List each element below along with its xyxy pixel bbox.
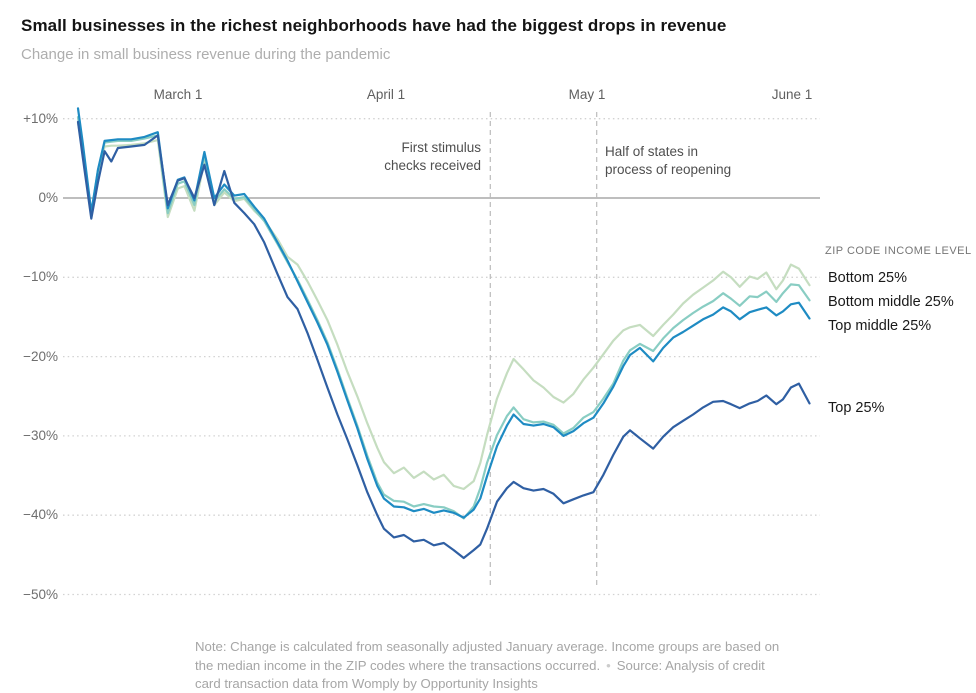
annotation-line: First stimulus [401,140,481,155]
page-title: Small businesses in the richest neighbor… [21,16,727,35]
annotation-states-reopening: Half of states in process of reopening [605,143,731,179]
series-line-bottom-25- [76,121,811,491]
y-axis-label: 0% [38,190,58,205]
x-axis-label: May 1 [568,87,606,102]
y-axis-label: +10% [23,111,58,126]
series-line-top-25- [76,120,811,560]
y-axis-label: −50% [23,587,58,602]
y-axis-label: −30% [23,428,58,443]
x-axis-label: March 1 [153,87,203,102]
note-separator-bullet: • [606,657,611,673]
source-text: Source: Analysis of credit card transact… [195,657,765,692]
note-text: Note: Change is calculated from seasonal… [195,639,780,673]
footnote: Note: Change is calculated from seasonal… [195,638,787,693]
y-axis-label: −40% [23,507,58,522]
annotation-line: Half of states in [605,144,699,159]
series-line-bottom-middle-25- [76,115,811,520]
y-axis-label: −10% [23,269,58,284]
legend-item-top-middle-25: Top middle 25% [828,318,932,334]
page-subtitle: Change in small business revenue during … [21,46,391,63]
annotation-line: checks received [384,158,481,173]
legend-item-top-25: Top 25% [828,400,885,416]
annotation-first-stimulus: First stimulus checks received [384,139,481,175]
annotation-line: process of reopening [605,162,732,177]
x-axis-label: June 1 [771,87,813,102]
legend-header: ZIP CODE INCOME LEVEL [825,245,972,257]
legend-item-bottom-middle-25: Bottom middle 25% [828,294,954,310]
legend-item-bottom-25: Bottom 25% [828,270,907,286]
y-axis-label: −20% [23,349,58,364]
x-axis-label: April 1 [366,87,406,102]
